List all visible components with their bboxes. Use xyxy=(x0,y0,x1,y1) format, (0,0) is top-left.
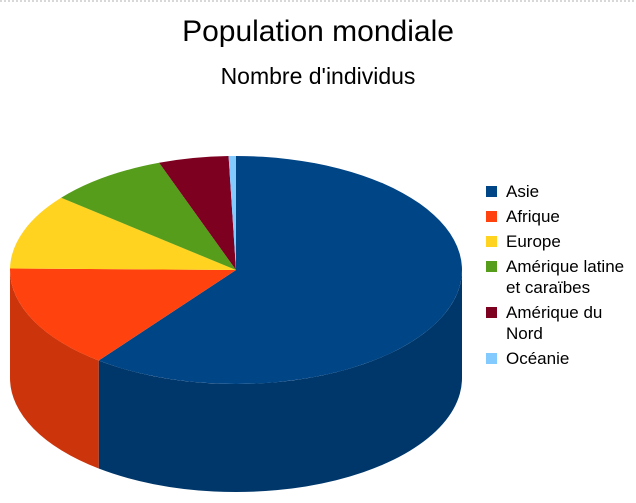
legend-swatch xyxy=(486,261,497,272)
legend-item-amerique-du-nord: Amérique du Nord xyxy=(486,302,632,344)
pie-slice-amerique-du-nord xyxy=(159,156,236,270)
legend-item-europe: Europe xyxy=(486,231,632,252)
chart-legend: Asie Afrique Europe Amérique latine et cara… xyxy=(486,181,632,373)
legend-swatch xyxy=(486,307,497,318)
pie-slice-asie xyxy=(98,156,463,384)
legend-swatch xyxy=(486,211,497,222)
legend-label: Amérique du Nord xyxy=(506,303,603,343)
legend-swatch xyxy=(486,236,497,247)
pie-slice-afrique xyxy=(10,268,237,361)
legend-item-asie: Asie xyxy=(486,181,632,202)
legend-label: Asie xyxy=(506,182,540,201)
legend-swatch xyxy=(486,186,497,197)
top-dotted-border xyxy=(0,0,636,2)
legend-item-amerique-latine-et-caraibes: Amérique latine et caraïbes xyxy=(486,256,632,298)
pie-side-afrique xyxy=(10,270,99,469)
chart-subtitle: Nombre d'individus xyxy=(220,63,416,89)
legend-label: Afrique xyxy=(506,207,560,226)
legend-swatch xyxy=(486,353,497,364)
pie-slice-amerique-latine-et-caraibes xyxy=(61,162,237,270)
legend-label: Amérique latine et caraïbes xyxy=(506,257,625,297)
legend-item-afrique: Afrique xyxy=(486,206,632,227)
legend-item-oceanie: Océanie xyxy=(486,348,632,369)
chart-title: Population mondiale xyxy=(182,15,454,48)
legend-label: Océanie xyxy=(506,349,570,368)
pie-side-asie xyxy=(98,270,463,492)
legend-label: Europe xyxy=(506,232,561,251)
pie-slice-europe xyxy=(10,197,236,270)
pie-slice-oceanie xyxy=(228,156,236,270)
